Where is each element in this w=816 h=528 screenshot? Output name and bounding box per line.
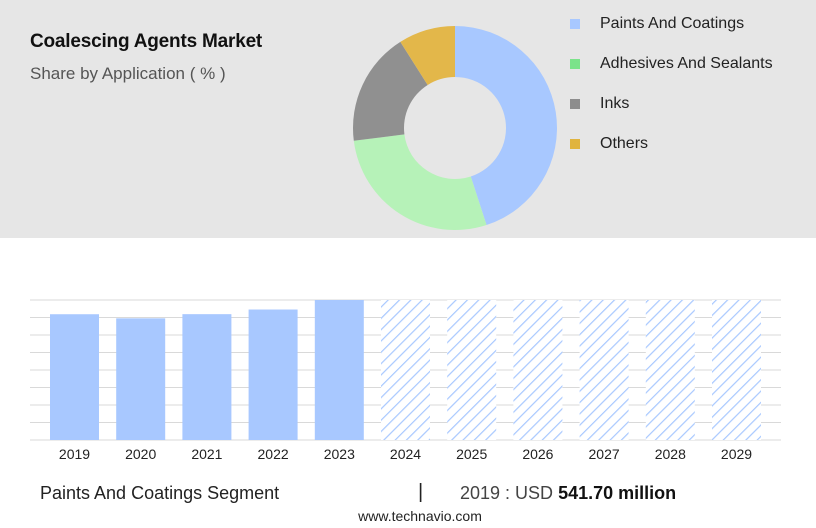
footer-value-amount: 541.70 million (558, 483, 677, 503)
bar-2023 (314, 300, 364, 440)
donut-chart (353, 26, 558, 231)
x-tick-label-2025: 2025 (456, 446, 487, 462)
legend-swatch (570, 19, 580, 29)
x-tick-label-2022: 2022 (258, 446, 289, 462)
legend-label: Adhesives And Sealants (600, 55, 773, 72)
legend-item-adhesives-and-sealants: Adhesives And Sealants (570, 52, 773, 76)
footer-segment-label: Paints And Coatings Segment (40, 483, 280, 503)
legend-item-others: Others (570, 132, 648, 156)
x-tick-label-2028: 2028 (655, 446, 686, 462)
source-link[interactable]: www.technavio.com (358, 508, 482, 524)
bar-chart: 2019 2020 2021 2022 2023 2024 2025 2026 2027 2028… (30, 299, 781, 462)
footer-value: 2019 : USD 541.70 million (460, 483, 676, 504)
donut-slice-adhesives-and-sealants (353, 134, 487, 231)
legend-swatch (570, 139, 580, 149)
donut-slice-paints-and-coatings (455, 26, 558, 226)
footer-year-label: 2019 : USD (460, 483, 554, 503)
legend-label: Inks (600, 95, 630, 112)
bar-2026 (513, 300, 563, 440)
bar-2027 (579, 300, 629, 440)
chart-subtitle: Share by Application ( % ) (30, 64, 226, 83)
x-tick-label-2024: 2024 (390, 446, 421, 462)
legend-item-inks: Inks (570, 92, 629, 116)
bar-2022 (248, 309, 298, 440)
x-tick-label-2026: 2026 (522, 446, 553, 462)
legend-item-paints-and-coatings: Paints And Coatings (570, 12, 744, 36)
legend-label: Others (600, 135, 649, 152)
bar-2028 (645, 300, 695, 440)
x-tick-label-2021: 2021 (191, 446, 222, 462)
x-tick-label-2027: 2027 (589, 446, 620, 462)
bar-2020 (116, 318, 166, 440)
x-tick-label-2019: 2019 (59, 446, 90, 462)
chart-title: Coalescing Agents Market (30, 31, 263, 52)
bar-2019 (50, 314, 99, 440)
bar-2021 (182, 314, 232, 440)
footer-separator: | (418, 481, 424, 503)
legend-swatch (570, 99, 580, 109)
donut-slice-inks (353, 41, 428, 141)
x-tick-label-2020: 2020 (125, 446, 156, 462)
x-tick-label-2023: 2023 (324, 446, 355, 462)
legend-swatch (570, 59, 580, 69)
legend-label: Paints And Coatings (600, 15, 745, 32)
bar-2024 (381, 300, 430, 440)
x-tick-label-2029: 2029 (721, 446, 752, 462)
donut-slice-others (400, 26, 455, 85)
bar-2025 (447, 300, 497, 440)
bar-2029 (712, 300, 761, 440)
